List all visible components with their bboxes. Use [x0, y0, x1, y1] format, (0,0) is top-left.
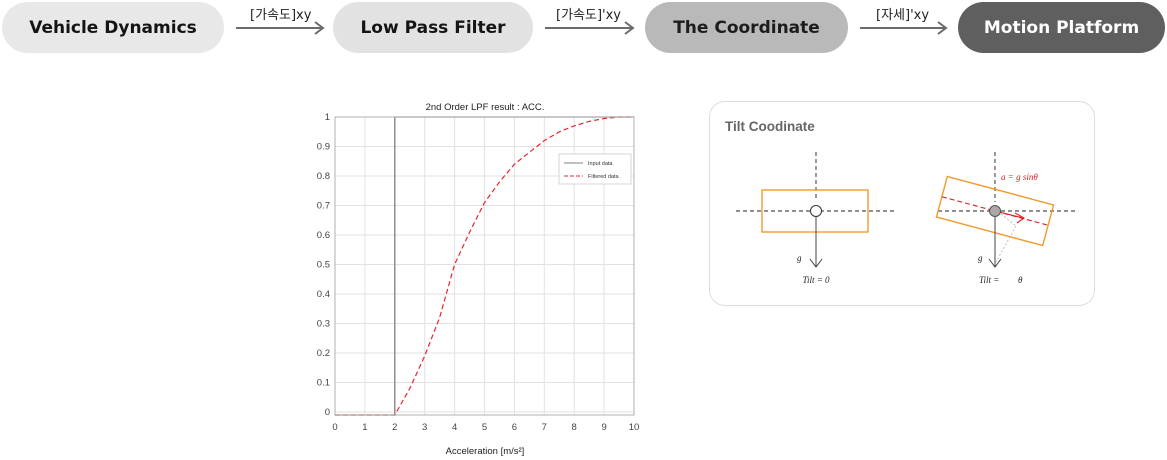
- y-tick-label-2: 0.2: [317, 348, 330, 359]
- x-tick-label-6: 6: [512, 422, 517, 433]
- y-tick-label-6: 0.6: [317, 230, 330, 241]
- tilted-formula: a = g sinθ: [1001, 172, 1038, 182]
- chart-legend: Input data Filtered data: [558, 153, 632, 185]
- tilted-mass-circle: [989, 205, 1001, 217]
- x-tick-label-3: 3: [422, 422, 427, 433]
- tilted-gravity-arrowhead: [988, 258, 1002, 268]
- level-gravity-arrowhead: [809, 258, 823, 268]
- lpf-chart: 2nd Order LPF result : ACC. 0 1 2 3 4 5 6 7 8 9 10…: [317, 102, 640, 457]
- legend-label-0: Input data: [588, 161, 613, 167]
- x-tick-label-8: 8: [572, 422, 577, 433]
- plot-border: [334, 116, 635, 416]
- flow-arrow-1: [236, 21, 325, 35]
- flow-arrow-label-3: [자세]'xy: [876, 8, 930, 23]
- chart-tick-labels: 0 1 2 3 4 5 6 7 8 9 10 0 0.1 0.2 0.3 0.4 0.5 0.6 0.7 0.8 0.9…: [317, 112, 640, 433]
- x-tick-label-2: 2: [392, 422, 397, 433]
- legend-label-1: Filtered data: [588, 174, 620, 180]
- x-tick-label-0: 0: [332, 422, 337, 433]
- tilted-component-line-2: [995, 225, 1017, 263]
- y-tick-label-1: 0.1: [317, 378, 330, 389]
- flow-arrow-label-1: [가속도]xy: [250, 8, 312, 23]
- y-tick-label-3: 0.3: [317, 319, 330, 330]
- flow-arrow-2: [545, 21, 635, 35]
- legend-box: [558, 153, 632, 185]
- series-line-filtered-data: [335, 116, 634, 416]
- x-tick-label-10: 10: [629, 422, 640, 433]
- y-tick-label-9: 0.9: [317, 142, 330, 153]
- chart-title: 2nd Order LPF result : ACC.: [426, 102, 545, 113]
- tilted-component-line: [1000, 213, 1017, 227]
- y-tick-label-5: 0.5: [317, 260, 330, 271]
- level-mass-circle: [810, 205, 822, 217]
- y-tick-label-7: 0.7: [317, 201, 330, 212]
- x-tick-label-4: 4: [452, 422, 457, 433]
- tilted-tilt-caption: Tilt =: [979, 275, 999, 285]
- y-tick-label-10: 1: [325, 112, 330, 123]
- flow-arrow-label-2: [가속도]'xy: [556, 8, 621, 23]
- tilted-acceleration-line: [941, 196, 1049, 226]
- flow-step-low-pass-filter: Low Pass Filter: [333, 2, 533, 53]
- x-tick-label-9: 9: [601, 422, 606, 433]
- tilt-card-title: Tilt Coodinate: [725, 119, 815, 134]
- flow-arrow-3: [860, 21, 948, 35]
- y-tick-label-8: 0.8: [317, 171, 330, 182]
- flow-arrows: [236, 21, 948, 35]
- x-tick-label-5: 5: [482, 422, 487, 433]
- x-tick-label-1: 1: [362, 422, 367, 433]
- tilted-g-label: g: [978, 253, 983, 263]
- tilt-coordinate-card: Tilt Coodinate g Tilt = 0: [709, 101, 1095, 306]
- tilted-platform-diagram: g Tilt = θ a = g sinθ: [935, 152, 1076, 285]
- y-tick-label-0: 0: [325, 407, 330, 418]
- x-tick-label-7: 7: [542, 422, 547, 433]
- y-tick-label-4: 0.4: [317, 289, 330, 300]
- level-g-label: g: [797, 253, 802, 263]
- tilted-tilt-value: θ: [1018, 275, 1023, 285]
- level-platform-box: [761, 189, 869, 233]
- chart-xlabel: Acceleration [m/s²]: [446, 446, 525, 457]
- flow-step-the-coordinate: The Coordinate: [645, 2, 848, 53]
- flow-step-motion-platform: Motion Platform: [958, 2, 1165, 53]
- level-tilt-caption: Tilt = 0: [802, 275, 830, 285]
- flow-step-vehicle-dynamics: Vehicle Dynamics: [2, 2, 224, 53]
- level-platform-diagram: g Tilt = 0: [736, 152, 894, 285]
- tilt-diagram: g Tilt = 0 g Tilt = θ a = g sinθ: [736, 152, 1076, 285]
